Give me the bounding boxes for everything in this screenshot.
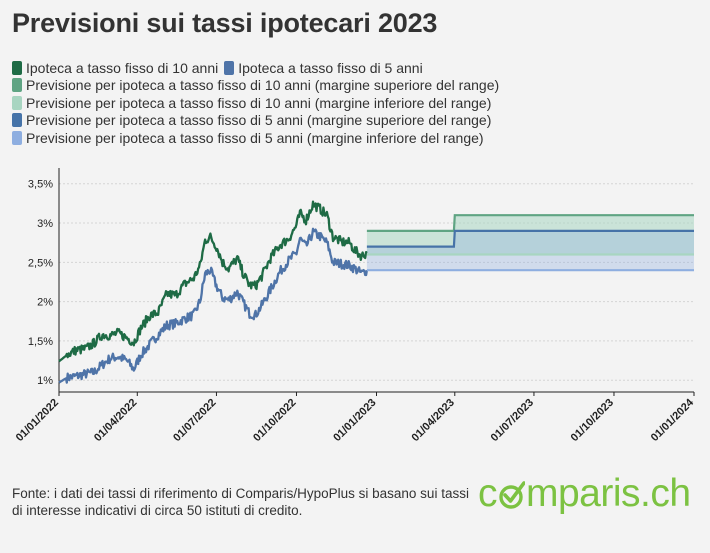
legend-swatch — [224, 60, 235, 75]
forecast-band-5y — [366, 230, 694, 271]
forecast-line-5y-upper — [366, 229, 694, 248]
legend-swatch — [12, 95, 22, 110]
legend-item-10y-upper: Previsione per ipoteca a tasso fisso di … — [12, 77, 499, 93]
comparis-logo: c mparis.ch — [478, 472, 691, 516]
x-tick-label: 01/10/2022 — [251, 397, 298, 444]
series-line-5y — [58, 227, 369, 384]
x-tick-label: 01/01/2024 — [649, 396, 697, 444]
x-tick-label: 01/04/2022 — [92, 397, 139, 444]
x-tick-label: 01/07/2023 — [489, 397, 536, 444]
checkmark-circle-icon — [499, 481, 526, 509]
legend-row: Previsione per ipoteca a tasso fisso di … — [12, 112, 702, 130]
y-tick-label: 1% — [37, 375, 53, 387]
legend-label: Ipoteca a tasso fisso di 5 anni — [238, 59, 423, 76]
y-tick-label: 1,5% — [28, 336, 53, 348]
legend-swatch — [12, 113, 22, 128]
line-chart: 1% 1,5% 2% 2,5% 3% 3,5% 01/01/2022 01/04/2022 01… — [14, 168, 697, 444]
legend-label: Previsione per ipoteca a tasso fisso di … — [26, 94, 492, 111]
logo-text-start: c — [478, 472, 498, 515]
legend-row: Previsione per ipoteca a tasso fisso di … — [12, 77, 702, 95]
x-tick-label: 01/01/2023 — [331, 397, 378, 444]
x-tick-label: 01/10/2023 — [569, 397, 616, 444]
y-tick-label: 3,5% — [28, 179, 53, 191]
legend-label: Previsione per ipoteca a tasso fisso di … — [26, 112, 492, 129]
x-tick-label: 01/07/2022 — [171, 397, 218, 444]
y-tick-label: 2% — [37, 297, 53, 309]
logo-text-end: mparis.ch — [526, 472, 691, 515]
series-line-10y — [58, 200, 368, 363]
chart-title: Previsioni sui tassi ipotecari 2023 — [12, 8, 438, 38]
legend-row: Previsione per ipoteca a tasso fisso di … — [12, 94, 702, 112]
legend-swatch — [12, 60, 22, 75]
legend-row: Previsione per ipoteca a tasso fisso di … — [12, 129, 702, 147]
legend-item-10y-lower: Previsione per ipoteca a tasso fisso di … — [12, 95, 491, 111]
x-tick-label: 01/04/2023 — [409, 397, 456, 444]
legend-label: Previsione per ipoteca a tasso fisso di … — [26, 129, 484, 146]
legend-row: Ipoteca a tasso fisso di 10 anni Ipoteca… — [12, 59, 702, 77]
x-tick-label: 01/01/2022 — [14, 397, 61, 444]
legend-item-5y-upper: Previsione per ipoteca a tasso fisso di … — [12, 112, 491, 128]
legend-label: Ipoteca a tasso fisso di 10 anni — [26, 59, 219, 76]
legend-label: Previsione per ipoteca a tasso fisso di … — [26, 77, 500, 94]
legend-item-5y: Ipoteca a tasso fisso di 5 anni — [224, 59, 423, 76]
y-tick-label: 2,5% — [28, 257, 53, 269]
forecast-band-10y — [366, 215, 694, 255]
legend-swatch — [12, 130, 22, 145]
legend: Ipoteca a tasso fisso di 10 anni Ipoteca… — [12, 59, 702, 147]
source-note: Fonte: i dati dei tassi di riferimento d… — [12, 486, 469, 518]
forecast-line-10y-upper — [366, 214, 694, 232]
legend-item-10y: Ipoteca a tasso fisso di 10 anni — [12, 60, 218, 76]
legend-item-5y-lower: Previsione per ipoteca a tasso fisso di … — [12, 130, 484, 146]
y-tick-label: 3% — [37, 218, 53, 230]
legend-swatch — [12, 78, 22, 93]
